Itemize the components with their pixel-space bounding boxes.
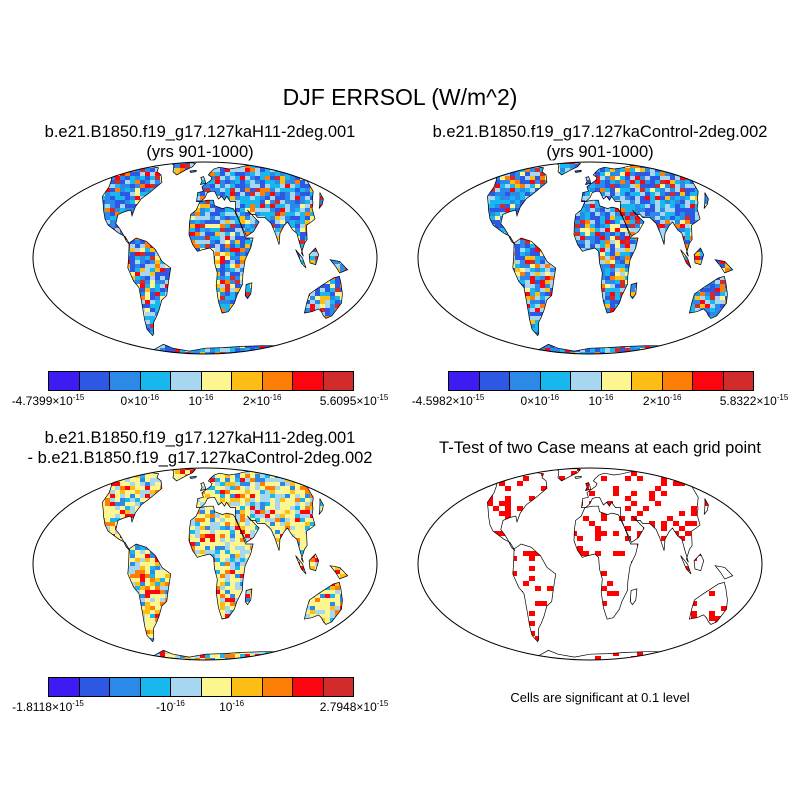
panel-4-map — [417, 467, 763, 661]
colorbar-segment — [693, 372, 724, 390]
colorbar-segment — [201, 372, 232, 390]
colorbar-segment — [232, 678, 263, 696]
panel-2-map — [417, 161, 763, 355]
colorbar-segment — [510, 372, 541, 390]
colorbar-segment — [662, 372, 693, 390]
colorbar-segment — [262, 372, 293, 390]
colorbar-segment — [723, 372, 753, 390]
colorbar-segment — [323, 678, 353, 696]
colorbar-segment — [632, 372, 663, 390]
colorbar-segment — [140, 372, 171, 390]
colorbar-segment — [601, 372, 632, 390]
colorbar-label: -4.5982×10-15 — [411, 393, 485, 408]
coastlines — [478, 162, 740, 354]
colorbar-segment — [49, 372, 80, 390]
significance-note: Cells are significant at 0.1 level — [510, 690, 690, 705]
panel-2-colorbar — [448, 371, 754, 391]
colorbar-segment — [110, 678, 141, 696]
colorbar-segment — [140, 678, 171, 696]
colorbar-segment — [110, 372, 141, 390]
panel-3-title-line-2: - b.e21.B1850.f19_g17.127kaControl-2deg.… — [27, 449, 373, 467]
colorbar-segment — [293, 678, 324, 696]
panel-1-map — [32, 161, 378, 355]
map-outline — [417, 467, 763, 661]
colorbar-segment — [171, 372, 202, 390]
colorbar-segment — [449, 372, 480, 390]
colorbar-label: 10-16 — [188, 393, 214, 408]
colorbar-segment — [540, 372, 571, 390]
panel-2-title: b.e21.B1850.f19_g17.127kaControl-2deg.00… — [400, 122, 800, 162]
map-outline — [417, 161, 763, 355]
colorbar-segment — [262, 678, 293, 696]
panel-4-title-line-1: T-Test of two Case means at each grid po… — [439, 439, 761, 457]
map-outline — [32, 467, 378, 661]
colorbar-label: 0×10-16 — [120, 393, 160, 408]
colorbar-label: -4.7399×10-15 — [11, 393, 85, 408]
panel-4-title: T-Test of two Case means at each grid po… — [400, 438, 800, 458]
colorbar-segment — [79, 372, 110, 390]
colorbar-label: 5.6095×10-15 — [319, 393, 389, 408]
main-title: DJF ERRSOL (W/m^2) — [282, 84, 518, 110]
colorbar-segment — [232, 372, 263, 390]
map-outline — [32, 161, 378, 355]
colorbar-label: 2.7948×10-15 — [319, 699, 389, 714]
ocean-background — [418, 468, 762, 660]
colorbar-segment — [49, 678, 80, 696]
colorbar-label: 2×10-16 — [642, 393, 682, 408]
colorbar-label: 10-16 — [588, 393, 614, 408]
panel-1-title-line-2: (yrs 901-1000) — [146, 143, 254, 161]
colorbar-segment — [479, 372, 510, 390]
colorbar-segment — [571, 372, 602, 390]
panel-2-title-line-1: b.e21.B1850.f19_g17.127kaControl-2deg.00… — [432, 123, 768, 141]
panel-1-title: b.e21.B1850.f19_g17.127kaH11-2deg.001 (y… — [0, 122, 400, 162]
colorbar-segment — [171, 678, 202, 696]
colorbar-label: 10-16 — [219, 699, 245, 714]
colorbar-label: 0×10-16 — [520, 393, 560, 408]
colorbar-label: 5.8322×10-15 — [719, 393, 789, 408]
panel-3-colorbar — [48, 677, 354, 697]
colorbar-label: -1.8118×10-15 — [12, 699, 84, 714]
panel-3-title-line-1: b.e21.B1850.f19_g17.127kaH11-2deg.001 — [44, 429, 356, 447]
panel-3-title: b.e21.B1850.f19_g17.127kaH11-2deg.001 - … — [0, 428, 400, 468]
panel-1-title-line-1: b.e21.B1850.f19_g17.127kaH11-2deg.001 — [44, 123, 356, 141]
colorbar-segment — [323, 372, 353, 390]
colorbar-segment — [79, 678, 110, 696]
panel-3-map — [32, 467, 378, 661]
panel-2-title-line-2: (yrs 901-1000) — [546, 143, 654, 161]
colorbar-segment — [201, 678, 232, 696]
colorbar-segment — [293, 372, 324, 390]
colorbar-label: -10-16 — [155, 699, 185, 714]
colorbar-label: 2×10-16 — [242, 393, 282, 408]
panel-1-colorbar — [48, 371, 354, 391]
